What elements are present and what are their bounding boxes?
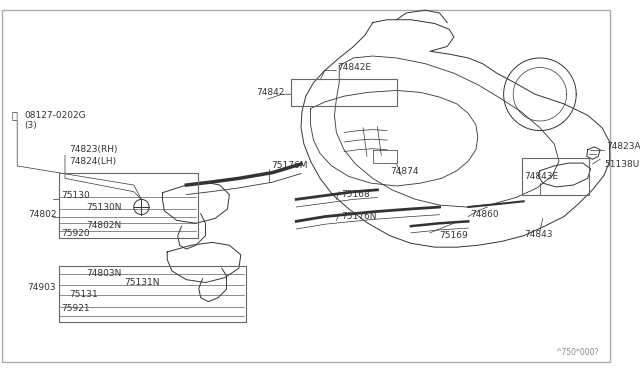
Text: 74824(LH): 74824(LH) xyxy=(69,157,116,166)
Text: ^750*000?: ^750*000? xyxy=(555,348,598,357)
Text: 74843: 74843 xyxy=(525,230,553,239)
Text: 74803N: 74803N xyxy=(86,269,122,278)
Text: 75169: 75169 xyxy=(440,231,468,240)
Text: (3): (3) xyxy=(24,121,36,130)
Text: 75921: 75921 xyxy=(61,304,90,313)
Text: 74860: 74860 xyxy=(470,210,499,219)
Text: 08127-0202G: 08127-0202G xyxy=(24,111,86,120)
Text: 74903: 74903 xyxy=(27,283,56,292)
Text: 75176M: 75176M xyxy=(271,161,308,170)
Text: 74802: 74802 xyxy=(29,210,57,219)
Text: 74823A: 74823A xyxy=(606,142,640,151)
Text: 74802N: 74802N xyxy=(86,221,121,230)
Text: 74842: 74842 xyxy=(257,88,285,97)
Text: 75131: 75131 xyxy=(69,291,97,299)
Text: 75130: 75130 xyxy=(61,191,90,200)
Text: 74823(RH): 74823(RH) xyxy=(69,145,117,154)
Text: 75168: 75168 xyxy=(341,190,370,199)
Text: 75920: 75920 xyxy=(61,229,90,238)
Text: 75176N: 75176N xyxy=(341,212,377,221)
Text: 74842E: 74842E xyxy=(337,63,371,72)
Text: 74874: 74874 xyxy=(390,167,419,176)
Text: 74843E: 74843E xyxy=(525,172,559,181)
Text: 75131N: 75131N xyxy=(124,278,160,287)
Text: 51138U: 51138U xyxy=(604,160,639,169)
Text: 75130N: 75130N xyxy=(86,202,122,212)
Text: Ⓑ: Ⓑ xyxy=(12,110,17,120)
